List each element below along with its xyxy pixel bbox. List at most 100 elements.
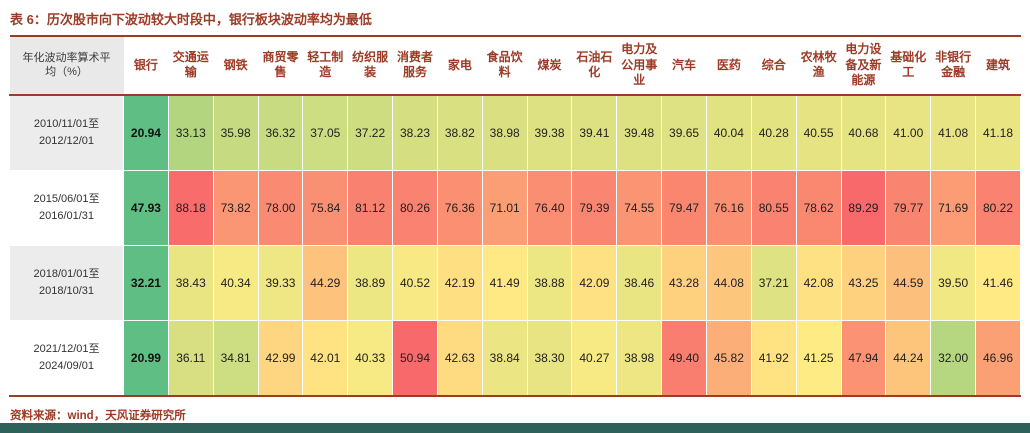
heatmap-cell: 79.47 xyxy=(661,169,707,246)
heatmap-cell: 38.30 xyxy=(526,319,573,397)
heatmap-cell: 40.34 xyxy=(212,244,259,321)
column-header: 建筑 xyxy=(975,35,1021,96)
heatmap-cell: 50.94 xyxy=(392,319,438,397)
column-header: 煤炭 xyxy=(527,35,572,96)
heatmap-cell: 41.00 xyxy=(885,94,932,171)
table-header: 年化波动率算术平均（%） 银行 交通运输 钢铁 商贸零售 轻工制造 纺织服装 消费者服务 家电食… xyxy=(9,35,1021,96)
column-header: 综合 xyxy=(751,35,797,96)
heatmap-cell: 79.77 xyxy=(885,169,932,246)
heatmap-cell: 71.01 xyxy=(481,169,528,246)
heatmap-cell: 38.46 xyxy=(616,244,663,321)
heatmap-cell: 39.48 xyxy=(616,94,663,171)
heatmap-cell: 20.94 xyxy=(123,94,169,171)
heatmap-cell: 32.21 xyxy=(123,244,169,321)
period-label: 2015/06/01至 2016/01/31 xyxy=(9,169,124,246)
heatmap-cell: 40.33 xyxy=(347,319,394,397)
heatmap-cell: 41.49 xyxy=(481,244,528,321)
heatmap-cell: 40.04 xyxy=(705,94,752,171)
heatmap-cell: 49.40 xyxy=(661,319,707,397)
heatmap-cell: 38.98 xyxy=(616,319,663,397)
heatmap-cell: 41.92 xyxy=(750,319,797,397)
column-header: 消费者服务 xyxy=(392,35,438,96)
heatmap-cell: 74.55 xyxy=(616,169,663,246)
table-row: 2021/12/01至 2024/09/01 20.99 36.11 34.81 42.9… xyxy=(9,319,1021,397)
header-row: 年化波动率算术平均（%） 银行 交通运输 钢铁 商贸零售 轻工制造 纺织服装 消费者服务 家电食… xyxy=(9,35,1021,96)
table-body: 2010/11/01至 2012/12/01 20.94 33.13 35.98 36.3… xyxy=(9,94,1021,397)
column-header: 电力设备及新能源 xyxy=(841,35,886,96)
period-label: 2018/01/01至 2018/10/31 xyxy=(9,244,124,321)
heatmap-cell: 41.46 xyxy=(975,244,1021,321)
heatmap-cell: 41.18 xyxy=(975,94,1021,171)
heatmap-cell: 47.93 xyxy=(123,169,169,246)
table-row: 2015/06/01至 2016/01/31 47.93 88.18 73.82 78.0… xyxy=(9,169,1021,246)
corner-header: 年化波动率算术平均（%） xyxy=(9,35,124,96)
heatmap-cell: 39.38 xyxy=(526,94,573,171)
heatmap-cell: 38.98 xyxy=(481,94,528,171)
column-header: 商贸零售 xyxy=(258,35,303,96)
heatmap-cell: 71.69 xyxy=(930,169,977,246)
heatmap-cell: 38.43 xyxy=(167,244,214,321)
heatmap-cell: 40.68 xyxy=(840,94,887,171)
heatmap-cell: 34.81 xyxy=(212,319,259,397)
heatmap-cell: 41.25 xyxy=(795,319,842,397)
heatmap-cell: 42.09 xyxy=(571,244,618,321)
column-header: 钢铁 xyxy=(213,35,259,96)
heatmap-cell: 47.94 xyxy=(840,319,887,397)
heatmap-cell: 38.84 xyxy=(481,319,528,397)
heatmap-cell: 40.55 xyxy=(795,94,842,171)
heatmap-cell: 39.41 xyxy=(571,94,618,171)
heatmap-cell: 44.24 xyxy=(885,319,932,397)
heatmap-cell: 40.52 xyxy=(392,244,438,321)
column-header: 石油石化 xyxy=(571,35,617,96)
column-header: 非银行金融 xyxy=(930,35,976,96)
heatmap-cell: 79.39 xyxy=(571,169,618,246)
heatmap-cell: 38.89 xyxy=(347,244,394,321)
heatmap-cell: 20.99 xyxy=(123,319,169,397)
heatmap-cell: 80.26 xyxy=(392,169,438,246)
heatmap-cell: 76.36 xyxy=(436,169,483,246)
heatmap-cell: 42.19 xyxy=(436,244,483,321)
heatmap-cell: 37.22 xyxy=(347,94,394,171)
column-header: 轻工制造 xyxy=(302,35,348,96)
heatmap-cell: 73.82 xyxy=(212,169,259,246)
heatmap-cell: 38.23 xyxy=(392,94,438,171)
column-header: 农林牧渔 xyxy=(796,35,841,96)
heatmap-cell: 46.96 xyxy=(975,319,1021,397)
heatmap-cell: 80.55 xyxy=(750,169,797,246)
column-header: 银行 xyxy=(123,35,169,96)
table-title: 表 6：历次股市向下波动较大时段中，银行板块波动率均为最低 xyxy=(10,12,372,27)
heatmap-cell: 81.12 xyxy=(347,169,394,246)
heatmap-cell: 40.28 xyxy=(750,94,797,171)
column-header: 汽车 xyxy=(661,35,707,96)
heatmap-cell: 38.82 xyxy=(436,94,483,171)
heatmap-cell: 42.08 xyxy=(795,244,842,321)
heatmap-cell: 33.13 xyxy=(167,94,214,171)
heatmap-cell: 76.40 xyxy=(526,169,573,246)
heatmap-cell: 42.01 xyxy=(302,319,349,397)
column-header: 基础化工 xyxy=(885,35,931,96)
heatmap-cell: 44.29 xyxy=(302,244,349,321)
column-header: 交通运输 xyxy=(168,35,214,96)
heatmap-cell: 32.00 xyxy=(930,319,977,397)
heatmap-cell: 36.11 xyxy=(167,319,214,397)
heatmap-cell: 37.21 xyxy=(750,244,797,321)
heatmap-cell: 43.25 xyxy=(840,244,887,321)
figure-container: 表 6：历次股市向下波动较大时段中，银行板块波动率均为最低 年化波动率算术平均（… xyxy=(9,12,1021,422)
column-header: 医药 xyxy=(706,35,752,96)
heatmap-cell: 38.88 xyxy=(526,244,573,321)
heatmap-cell: 39.50 xyxy=(930,244,977,321)
heatmap-cell: 35.98 xyxy=(212,94,259,171)
heatmap-cell: 42.99 xyxy=(257,319,304,397)
heatmap-cell: 40.27 xyxy=(571,319,618,397)
heatmap-cell: 39.65 xyxy=(661,94,707,171)
heatmap-cell: 39.33 xyxy=(257,244,304,321)
period-label: 2021/12/01至 2024/09/01 xyxy=(9,319,124,397)
heatmap-cell: 44.08 xyxy=(705,244,752,321)
heatmap-cell: 78.62 xyxy=(795,169,842,246)
heatmap-cell: 89.29 xyxy=(840,169,887,246)
heatmap-cell: 80.22 xyxy=(975,169,1021,246)
heatmap-cell: 88.18 xyxy=(167,169,214,246)
heatmap-cell: 44.59 xyxy=(885,244,932,321)
column-header: 家电 xyxy=(437,35,483,96)
heatmap-cell: 78.00 xyxy=(257,169,304,246)
